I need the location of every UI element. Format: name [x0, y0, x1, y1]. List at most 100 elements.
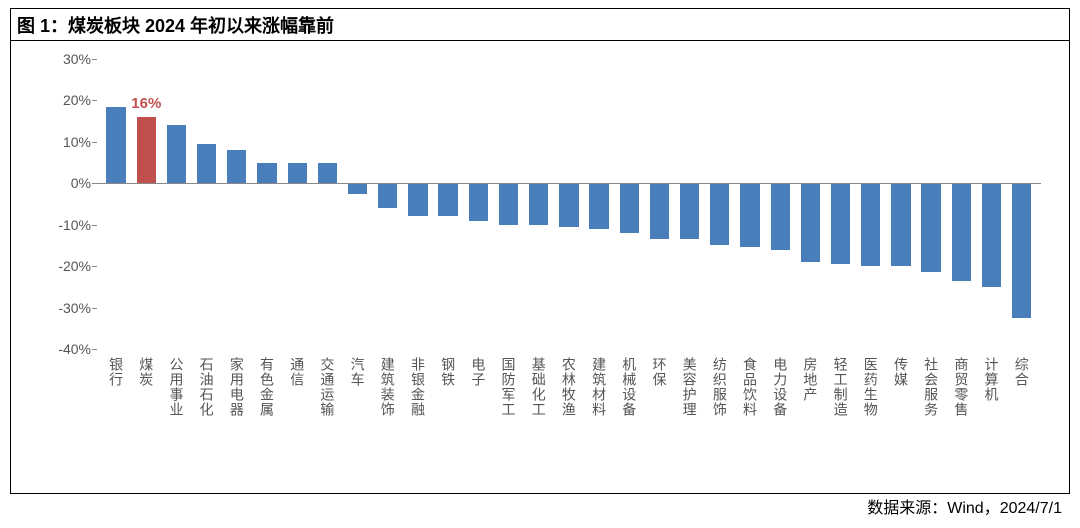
bar — [589, 183, 608, 229]
bar — [438, 183, 457, 216]
y-tick-label: -10% — [31, 217, 91, 233]
axis-zero-line — [97, 183, 1041, 184]
bar-slot — [765, 59, 795, 349]
x-tick-label: 电子 — [463, 353, 493, 489]
bars-container: 16% — [97, 59, 1041, 349]
bar — [771, 183, 790, 249]
bar — [469, 183, 488, 220]
bar-slot — [705, 59, 735, 349]
bar-slot — [826, 59, 856, 349]
bar — [620, 183, 639, 233]
bar-slot — [101, 59, 131, 349]
bar-slot — [252, 59, 282, 349]
x-tick-label: 计算机 — [976, 353, 1006, 489]
x-tick-label: 国防军工 — [493, 353, 523, 489]
x-tick-label: 基础化工 — [524, 353, 554, 489]
x-tick-label: 汽车 — [343, 353, 373, 489]
bar — [408, 183, 427, 216]
bar-slot: 16% — [131, 59, 161, 349]
x-tick-label: 社会服务 — [916, 353, 946, 489]
chart-area: 16% -40%-30%-20%-10%0%10%20%30% 银行煤炭公用事业… — [29, 49, 1051, 489]
y-tick — [92, 266, 97, 267]
x-tick-label: 环保 — [644, 353, 674, 489]
bar-slot — [282, 59, 312, 349]
y-tick-label: -20% — [31, 258, 91, 274]
x-tick-label: 石油石化 — [192, 353, 222, 489]
bar — [348, 183, 367, 193]
data-source: 数据来源：Wind，2024/7/1 — [2, 494, 1062, 518]
y-tick — [92, 225, 97, 226]
bar — [982, 183, 1001, 287]
bar-slot — [916, 59, 946, 349]
bar — [559, 183, 578, 227]
bar — [952, 183, 971, 280]
bar — [831, 183, 850, 264]
bar-slot — [161, 59, 191, 349]
x-tick-label: 纺织服饰 — [705, 353, 735, 489]
bar — [1012, 183, 1031, 318]
bar — [801, 183, 820, 262]
bar-slot — [312, 59, 342, 349]
bar-slot — [373, 59, 403, 349]
bar — [921, 183, 940, 272]
bar-slot — [554, 59, 584, 349]
x-axis-labels: 银行煤炭公用事业石油石化家用电器有色金属通信交通运输汽车建筑装饰非银金融钢铁电子… — [97, 353, 1041, 489]
x-tick-label: 煤炭 — [131, 353, 161, 489]
x-tick-label: 公用事业 — [161, 353, 191, 489]
bar-slot — [795, 59, 825, 349]
figure-title: 图 1：煤炭板块 2024 年初以来涨幅靠前 — [11, 9, 1069, 41]
bar — [197, 144, 216, 183]
x-tick-label: 农林牧渔 — [554, 353, 584, 489]
x-tick-label: 美容护理 — [675, 353, 705, 489]
y-tick — [92, 349, 97, 350]
x-tick-label: 轻工制造 — [826, 353, 856, 489]
x-tick-label: 非银金融 — [403, 353, 433, 489]
bar — [740, 183, 759, 247]
bar — [106, 107, 125, 184]
x-tick-label: 交通运输 — [312, 353, 342, 489]
bar — [318, 163, 337, 184]
bar-slot — [192, 59, 222, 349]
y-tick — [92, 59, 97, 60]
y-tick-label: 0% — [31, 175, 91, 191]
bar — [288, 163, 307, 184]
y-tick-label: 10% — [31, 134, 91, 150]
bar — [227, 150, 246, 183]
x-tick-label: 有色金属 — [252, 353, 282, 489]
y-tick — [92, 183, 97, 184]
bar-slot — [886, 59, 916, 349]
bar-slot — [222, 59, 252, 349]
x-tick-label: 食品饮料 — [735, 353, 765, 489]
bar-slot — [433, 59, 463, 349]
x-tick-label: 电力设备 — [765, 353, 795, 489]
bar-slot — [614, 59, 644, 349]
bar-slot — [735, 59, 765, 349]
y-tick-label: 30% — [31, 51, 91, 67]
x-tick-label: 钢铁 — [433, 353, 463, 489]
y-tick-label: -40% — [31, 341, 91, 357]
bar-slot — [493, 59, 523, 349]
y-tick — [92, 142, 97, 143]
bar-slot — [1007, 59, 1037, 349]
x-tick-label: 商贸零售 — [946, 353, 976, 489]
x-tick-label: 医药生物 — [856, 353, 886, 489]
bar-callout: 16% — [131, 95, 161, 112]
x-tick-label: 通信 — [282, 353, 312, 489]
x-tick-label: 家用电器 — [222, 353, 252, 489]
bar — [378, 183, 397, 208]
y-tick — [92, 308, 97, 309]
bar — [861, 183, 880, 266]
bar-slot — [946, 59, 976, 349]
figure-frame: 图 1：煤炭板块 2024 年初以来涨幅靠前 16% -40% -30% -20% -… — [10, 8, 1070, 494]
bar-slot — [524, 59, 554, 349]
x-tick-label: 传媒 — [886, 353, 916, 489]
bar — [680, 183, 699, 239]
y-tick-label: -30% — [31, 300, 91, 316]
bar — [137, 117, 156, 183]
y-tick — [92, 100, 97, 101]
bar — [167, 125, 186, 183]
x-tick-label: 银行 — [101, 353, 131, 489]
bar-slot — [675, 59, 705, 349]
bar — [650, 183, 669, 239]
bar — [710, 183, 729, 245]
